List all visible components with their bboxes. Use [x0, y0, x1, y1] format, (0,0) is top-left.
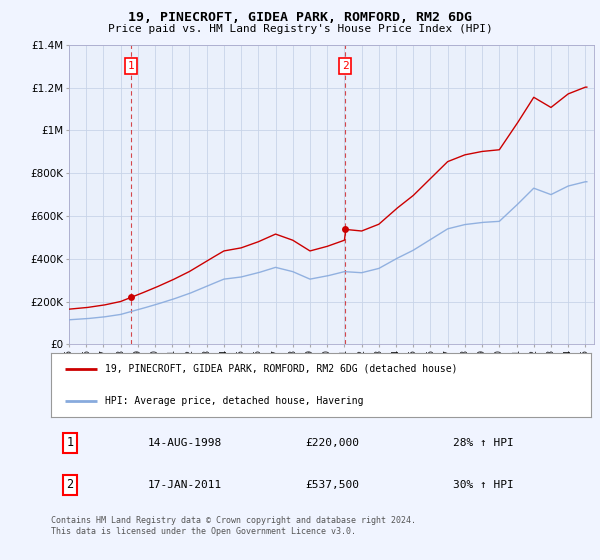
Text: 1: 1 [67, 436, 73, 450]
Text: 28% ↑ HPI: 28% ↑ HPI [452, 438, 514, 448]
Text: Price paid vs. HM Land Registry's House Price Index (HPI): Price paid vs. HM Land Registry's House … [107, 24, 493, 34]
Text: £220,000: £220,000 [305, 438, 359, 448]
Text: 19, PINECROFT, GIDEA PARK, ROMFORD, RM2 6DG (detached house): 19, PINECROFT, GIDEA PARK, ROMFORD, RM2 … [105, 364, 458, 374]
Text: 30% ↑ HPI: 30% ↑ HPI [452, 479, 514, 489]
Text: 1: 1 [128, 61, 134, 71]
Text: 2: 2 [342, 61, 349, 71]
Text: 2: 2 [67, 478, 73, 491]
Text: Contains HM Land Registry data © Crown copyright and database right 2024.
This d: Contains HM Land Registry data © Crown c… [51, 516, 416, 536]
Text: HPI: Average price, detached house, Havering: HPI: Average price, detached house, Have… [105, 396, 364, 406]
Text: 14-AUG-1998: 14-AUG-1998 [148, 438, 223, 448]
Text: £537,500: £537,500 [305, 479, 359, 489]
Text: 19, PINECROFT, GIDEA PARK, ROMFORD, RM2 6DG: 19, PINECROFT, GIDEA PARK, ROMFORD, RM2 … [128, 11, 472, 24]
Text: 17-JAN-2011: 17-JAN-2011 [148, 479, 223, 489]
